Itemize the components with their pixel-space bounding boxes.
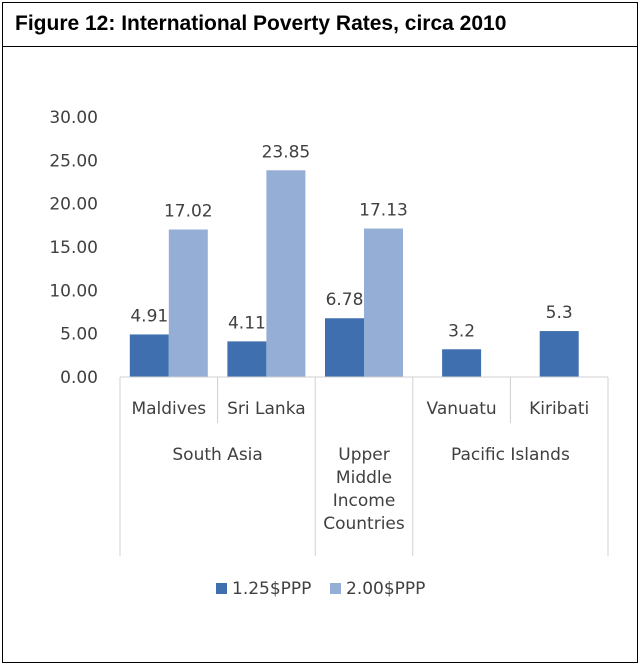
legend-swatch: [216, 583, 227, 594]
y-tick-label: 10.00: [49, 281, 98, 301]
data-label: 5.3: [546, 303, 573, 323]
y-tick-label: 30.00: [49, 108, 98, 128]
y-tick-label: 5.00: [60, 325, 98, 345]
bar: [129, 334, 169, 377]
x-category-label: Maldives: [131, 399, 206, 419]
x-category-label: Middle: [336, 468, 392, 488]
bar: [442, 349, 482, 377]
x-category-label: Kiribati: [529, 399, 589, 419]
x-category-label: Upper: [338, 445, 389, 465]
data-label: 17.13: [359, 201, 408, 221]
bar: [539, 331, 579, 377]
bar: [168, 229, 208, 377]
x-category-label: Countries: [323, 514, 405, 534]
y-tick-label: 0.00: [60, 368, 98, 388]
data-label: 3.2: [448, 321, 475, 341]
data-label: 4.11: [228, 313, 266, 333]
x-category-label: Sri Lanka: [227, 399, 306, 419]
y-tick-label: 20.00: [49, 195, 98, 215]
bar: [364, 228, 403, 377]
legend-label: 1.25$PPP: [232, 579, 311, 599]
figure-title: Figure 12: International Poverty Rates, …: [3, 3, 637, 47]
legend-label: 2.00$PPP: [346, 579, 425, 599]
x-category-label: Vanuatu: [427, 399, 497, 419]
data-label: 6.78: [326, 290, 364, 310]
bar: [227, 341, 267, 377]
y-tick-label: 25.00: [49, 151, 98, 171]
legend-swatch: [330, 583, 341, 594]
x-group-label: Pacific Islands: [451, 445, 570, 465]
bar: [325, 318, 364, 377]
y-tick-label: 15.00: [49, 238, 98, 258]
data-label: 4.91: [130, 306, 168, 326]
bar: [266, 170, 306, 377]
data-label: 23.85: [262, 142, 311, 162]
x-category-label: Income: [333, 491, 396, 511]
x-group-label: South Asia: [172, 445, 262, 465]
data-label: 17.02: [164, 201, 213, 221]
